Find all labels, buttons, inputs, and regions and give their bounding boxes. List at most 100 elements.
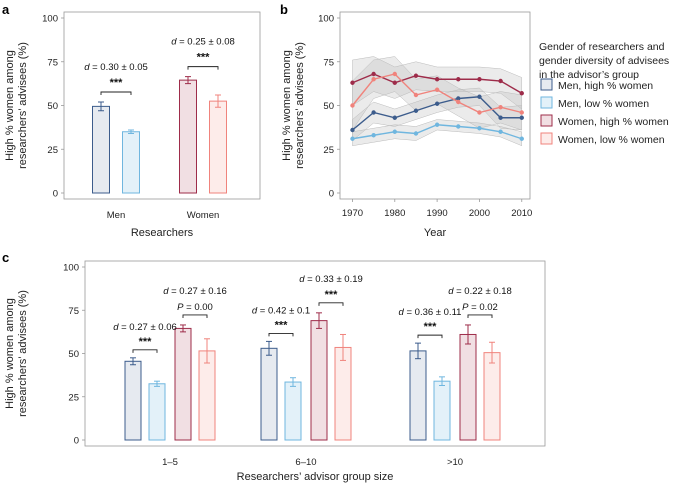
c-men-significance-bracket: [132, 349, 158, 353]
b-ytick-label: 0: [329, 189, 334, 200]
a-bar: [179, 79, 197, 194]
c-women-p-value: P = 0.00: [177, 302, 213, 313]
panel-label-b: b: [280, 2, 288, 17]
c-men-effect-size: d = 0.42 ± 0.1: [252, 305, 310, 316]
c-bar: [124, 360, 142, 441]
c-xtick-label: >10: [447, 457, 463, 468]
b-data-point: [519, 136, 524, 141]
b-data-point: [350, 103, 355, 108]
legend-swatch: [540, 132, 553, 145]
b-data-point: [477, 110, 482, 115]
legend-label: Men, low % women: [558, 98, 649, 110]
b-data-point: [371, 71, 376, 77]
b-data-point: [456, 99, 461, 105]
b-ytick-label: 25: [323, 145, 334, 156]
b-xtick-label: 1980: [384, 208, 405, 219]
c-xtick-label: 6–10: [295, 457, 316, 468]
b-data-point: [413, 108, 419, 113]
b-data-point: [434, 122, 440, 127]
c-women-effect-size: d = 0.33 ± 0.19: [299, 274, 363, 285]
c-women-significance-stars: ***: [325, 289, 339, 301]
b-data-point: [350, 136, 355, 141]
legend-title-line: gender diversity of advisees: [539, 55, 669, 67]
a-effect-size: d = 0.30 ± 0.05: [84, 62, 148, 73]
c-men-effect-size: d = 0.36 ± 0.11: [399, 307, 462, 318]
a-significance-bracket: [100, 91, 132, 95]
b-data-point: [498, 105, 503, 110]
c-women-significance-bracket: [318, 302, 344, 306]
c-women-effect-size: d = 0.27 ± 0.16: [163, 286, 227, 297]
c-ylabel-line1: High % women among: [4, 298, 16, 409]
b-data-point: [371, 77, 376, 82]
b-data-point: [498, 129, 503, 134]
b-data-point: [477, 94, 482, 99]
b-ytick-label: 50: [323, 101, 334, 112]
c-ytick-label: 0: [74, 436, 79, 447]
c-ytick-label: 50: [68, 349, 79, 360]
b-data-point: [519, 115, 524, 120]
c-bar: [409, 350, 427, 441]
a-significance-stars: ***: [110, 77, 124, 89]
b-xtick-label: 1970: [342, 208, 363, 219]
c-ytick-label: 75: [68, 306, 79, 317]
c-ytick-label: 25: [68, 392, 79, 403]
a-bar: [92, 105, 110, 194]
a-ytick-label: 25: [47, 145, 58, 156]
legend-label: Men, high % women: [558, 80, 653, 92]
c-men-effect-size: d = 0.27 ± 0.06: [113, 322, 177, 333]
b-ytick-label: 100: [318, 14, 334, 25]
c-men-significance-stars: ***: [424, 321, 438, 333]
b-data-point: [350, 127, 355, 133]
b-xtick-label: 1990: [427, 208, 448, 219]
c-bar: [334, 346, 352, 441]
b-data-point: [477, 126, 482, 131]
a-bar: [209, 100, 227, 194]
b-data-point: [434, 77, 440, 82]
b-data-point: [498, 78, 503, 84]
a-bar: [122, 131, 140, 194]
c-women-significance-bracket: [182, 314, 208, 318]
b-data-point: [477, 77, 482, 82]
b-data-point: [371, 133, 376, 138]
legend-title-line: in the advisor’s group: [539, 69, 639, 81]
a-ytick-label: 50: [47, 101, 58, 112]
a-significance-stars: ***: [197, 52, 211, 64]
b-data-point: [392, 71, 397, 77]
a-ylabel-line2: researchers’ advisees (%): [17, 42, 29, 169]
c-bar: [284, 381, 302, 441]
a-ytick-label: 100: [42, 14, 58, 25]
legend-label: Women, high % women: [558, 116, 669, 128]
b-xtick-label: 2000: [469, 208, 490, 219]
b-data-point: [413, 73, 419, 78]
c-bar: [148, 383, 166, 441]
a-ytick-label: 75: [47, 57, 58, 68]
legend-swatch: [540, 78, 553, 91]
a-ytick-label: 0: [53, 189, 58, 200]
c-ylabel-line2: researchers’ advisees (%): [17, 290, 29, 417]
c-men-significance-stars: ***: [275, 319, 289, 331]
legend-swatch: [540, 114, 553, 127]
panel-label-a: a: [2, 2, 10, 17]
c-ytick-label: 100: [63, 263, 79, 274]
b-data-point: [434, 101, 440, 106]
panel-c-chart: 0 25 50 75 100 High % women among researchers’…: [4, 260, 546, 483]
c-women-p-value: P = 0.02: [462, 302, 498, 313]
panel-a-chart: 0 25 50 75 100 High % women among researchers’…: [4, 11, 261, 239]
a-xtick-label: Women: [187, 210, 220, 221]
a-xlabel: Researchers: [131, 227, 194, 239]
b-data-point: [392, 129, 397, 134]
b-data-point: [456, 77, 461, 82]
b-data-point: [434, 87, 440, 92]
c-men-significance-bracket: [268, 332, 294, 337]
c-xtick-label: 1–5: [162, 457, 178, 468]
c-bar: [459, 333, 477, 441]
panel-b-legend: Gender of researchers and gender diversit…: [539, 41, 669, 146]
legend-title-line: Gender of researchers and: [539, 41, 665, 53]
a-ylabel-line1: High % women among: [4, 50, 16, 161]
b-xlabel: Year: [424, 227, 447, 239]
b-data-point: [392, 115, 397, 120]
c-bar: [174, 327, 192, 441]
legend-swatch: [540, 96, 553, 109]
b-data-point: [456, 96, 461, 101]
b-data-point: [350, 80, 355, 85]
